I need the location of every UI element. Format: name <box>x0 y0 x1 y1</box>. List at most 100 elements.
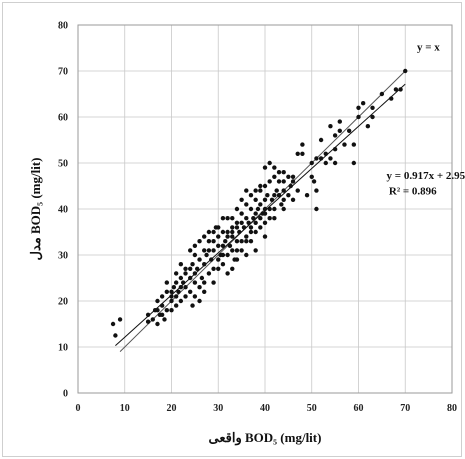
data-point <box>155 298 160 304</box>
data-point <box>211 266 216 271</box>
data-point <box>216 234 221 239</box>
data-point <box>281 188 286 193</box>
data-point <box>351 142 357 147</box>
data-point <box>169 294 174 299</box>
data-point <box>145 312 151 317</box>
data-point <box>248 239 254 244</box>
data-point <box>337 128 342 133</box>
y-tick-label: 40 <box>58 205 68 216</box>
data-point <box>253 229 258 235</box>
data-point <box>159 303 165 308</box>
data-point <box>356 114 361 120</box>
data-point <box>216 243 221 248</box>
data-point <box>230 225 235 230</box>
data-point <box>262 183 268 189</box>
data-point <box>290 197 296 202</box>
data-point <box>225 271 230 276</box>
data-point <box>328 156 333 161</box>
data-point <box>262 220 268 225</box>
data-point <box>176 289 181 294</box>
data-point <box>202 289 207 294</box>
data-point <box>202 262 207 267</box>
identity-line-label: y = x <box>417 41 440 53</box>
data-point <box>267 160 272 166</box>
data-point <box>220 216 226 221</box>
data-point <box>110 321 116 327</box>
data-point <box>281 179 286 184</box>
data-point <box>230 266 235 271</box>
data-point <box>272 206 277 212</box>
data-point <box>188 266 193 271</box>
data-point <box>248 206 254 212</box>
data-point <box>286 193 291 198</box>
y-tick-label: 0 <box>63 389 68 400</box>
data-point <box>281 197 286 202</box>
data-point <box>204 252 209 258</box>
data-point <box>288 183 293 189</box>
data-point <box>253 188 258 193</box>
data-point <box>225 229 230 235</box>
x-tick-label: 50 <box>307 403 317 414</box>
data-point <box>244 239 249 244</box>
data-point <box>209 257 214 262</box>
data-point <box>239 211 244 216</box>
data-point <box>183 285 188 290</box>
regression-equation: y = 0.917x + 2.954 <box>387 170 465 182</box>
data-point <box>155 321 160 327</box>
data-point <box>267 179 272 184</box>
data-point <box>237 229 242 235</box>
data-point <box>258 216 263 221</box>
data-point <box>258 202 263 207</box>
data-point <box>169 298 174 304</box>
data-point <box>211 239 216 244</box>
data-point <box>318 156 324 161</box>
data-point <box>192 294 198 299</box>
data-point <box>234 257 240 262</box>
data-point <box>253 248 258 253</box>
data-point <box>239 197 244 202</box>
data-point <box>262 206 268 212</box>
data-point <box>171 285 177 290</box>
data-point <box>274 188 279 193</box>
identity-line <box>119 70 406 352</box>
data-point <box>202 248 207 253</box>
y-tick-label: 30 <box>58 251 68 262</box>
data-point <box>192 271 198 276</box>
data-point <box>272 193 277 198</box>
x-axis-label: واقعی BOD₅ (mg/lit) <box>209 430 322 446</box>
data-point <box>173 280 179 285</box>
data-point <box>318 137 324 143</box>
y-tick-label: 80 <box>58 21 68 32</box>
data-point <box>244 234 249 239</box>
data-point <box>262 234 268 239</box>
data-point <box>220 252 226 258</box>
data-point <box>314 206 319 212</box>
data-point <box>159 294 165 299</box>
x-tick-label: 80 <box>447 403 457 414</box>
data-point <box>272 216 277 221</box>
data-point <box>248 229 254 235</box>
y-axis-ticks: 0 10 20 30 40 50 60 70 80 <box>58 21 68 400</box>
y-tick-label: 50 <box>58 159 68 170</box>
data-point <box>262 197 268 202</box>
regression-r-squared: R² = 0.896 <box>389 185 437 197</box>
data-point <box>183 271 188 276</box>
data-point <box>227 243 233 248</box>
x-tick-label: 60 <box>354 403 364 414</box>
x-tick-label: 10 <box>120 403 130 414</box>
data-point <box>199 275 205 281</box>
data-point <box>370 105 375 111</box>
data-point <box>206 229 212 235</box>
plot-area-border <box>77 24 453 394</box>
data-point <box>356 105 361 111</box>
data-point <box>150 317 155 322</box>
data-point <box>206 271 212 276</box>
data-point <box>262 211 268 216</box>
data-point <box>290 179 296 184</box>
data-point <box>178 275 184 281</box>
data-point <box>323 151 328 156</box>
data-point <box>276 193 282 198</box>
data-point <box>178 298 184 304</box>
data-point <box>225 252 230 258</box>
